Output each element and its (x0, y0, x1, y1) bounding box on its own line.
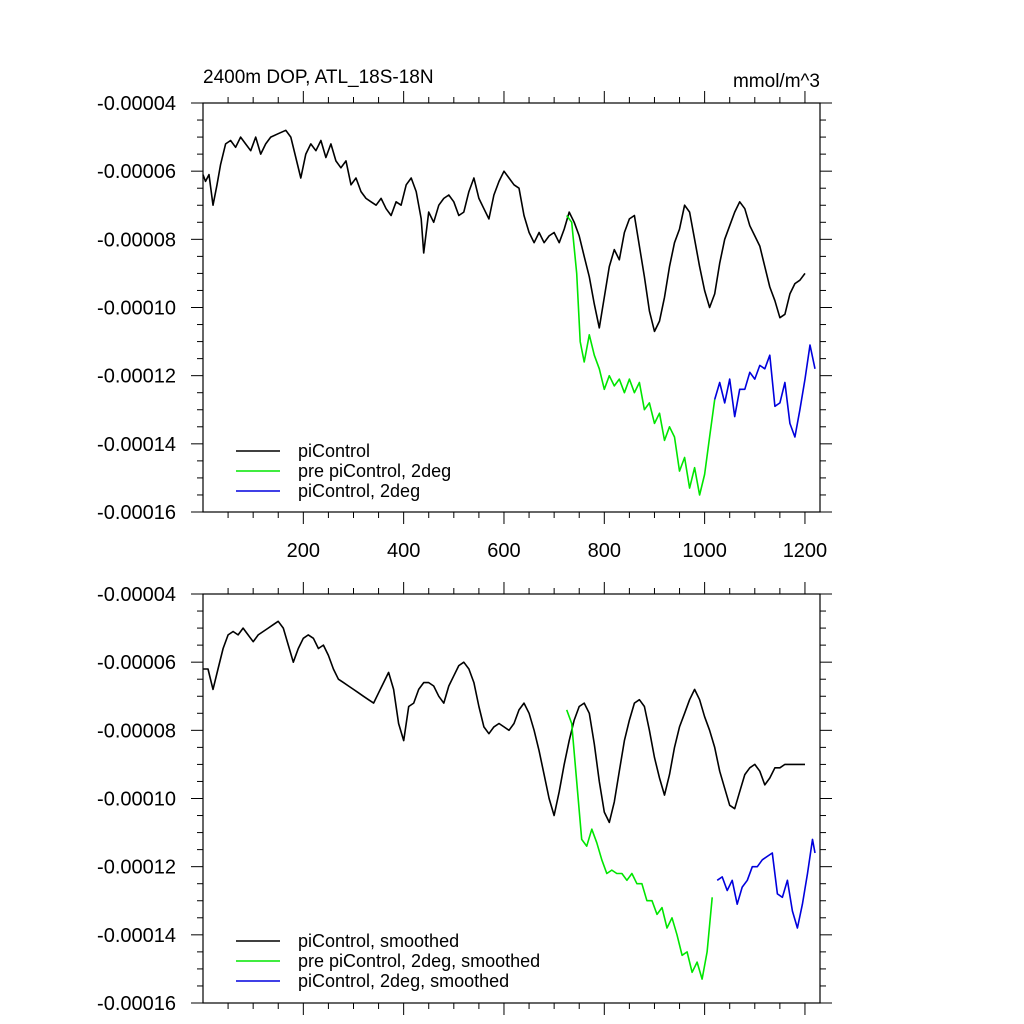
y-tick-label: -0.00010 (97, 298, 176, 320)
series-lines (203, 620, 816, 980)
y-tick-label: -0.00016 (97, 993, 176, 1015)
x-tick-label: 200 (287, 540, 320, 562)
y-tick-label: -0.00004 (97, 584, 176, 606)
y-axis-labels: -0.00004 -0.00006 -0.00008 -0.00010 -0.00012… (97, 584, 176, 1015)
bottom-panel: -0.00004 -0.00006 -0.00008 -0.00010 -0.00012… (97, 582, 832, 1015)
y-tick-label: -0.00016 (97, 502, 176, 524)
x-tick-label: 1200 (783, 540, 828, 562)
y-tick-label: -0.00004 (97, 93, 176, 115)
x-tick-label: 600 (487, 540, 520, 562)
x-axis-labels: 200 400 600 800 1000 1200 (287, 540, 828, 562)
y-tick-label: -0.00006 (97, 161, 176, 183)
legend-label: piControl, 2deg, smoothed (298, 971, 509, 991)
x-tick-label: 1000 (682, 540, 727, 562)
series-line (202, 129, 806, 333)
x-tick-label: 400 (387, 540, 420, 562)
series-line (716, 838, 816, 929)
top-panel: 2400m DOP, ATL_18S-18N mmol/m^3 -0.00004… (97, 67, 832, 562)
legend-label: piControl, smoothed (298, 931, 459, 951)
legend-label: pre piControl, 2deg (298, 461, 451, 481)
y-tick-label: -0.00008 (97, 229, 176, 251)
y-tick-label: -0.00012 (97, 857, 176, 879)
legend-label: piControl, 2deg (298, 481, 420, 501)
axis-ticks (191, 582, 832, 1015)
y-tick-label: -0.00014 (97, 925, 176, 947)
series-line (566, 215, 716, 496)
y-tick-label: -0.00010 (97, 789, 176, 811)
x-tick-label: 800 (588, 540, 621, 562)
axis-ticks (191, 91, 832, 524)
legend-label: piControl (298, 441, 370, 461)
units-label: mmol/m^3 (733, 71, 820, 92)
y-tick-label: -0.00014 (97, 434, 176, 456)
chart-title: 2400m DOP, ATL_18S-18N (203, 67, 434, 88)
series-lines (202, 129, 816, 496)
y-tick-label: -0.00006 (97, 652, 176, 674)
legend-label: pre piControl, 2deg, smoothed (298, 951, 540, 971)
series-line (713, 344, 816, 438)
y-tick-label: -0.00012 (97, 366, 176, 388)
series-line (565, 709, 713, 980)
y-axis-labels: -0.00004 -0.00006 -0.00008 -0.00010 -0.00012… (97, 93, 176, 524)
plot-frame (202, 102, 821, 513)
y-tick-label: -0.00008 (97, 720, 176, 742)
series-line (203, 620, 805, 824)
